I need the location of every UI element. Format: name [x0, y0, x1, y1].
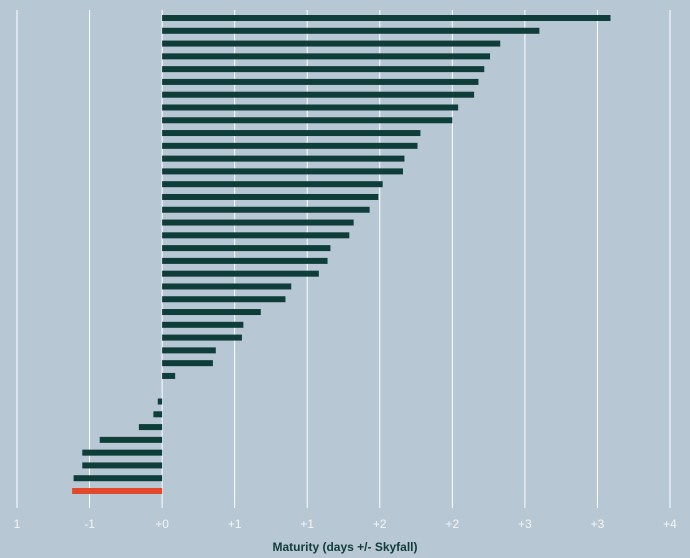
bar: [153, 411, 163, 418]
bar: [162, 270, 319, 277]
bar: [72, 488, 163, 494]
bar: [157, 398, 163, 405]
bar: [162, 104, 459, 111]
bar: [162, 257, 328, 264]
bar: [162, 155, 405, 162]
bar: [73, 475, 163, 482]
bar: [162, 296, 286, 303]
bar: [162, 117, 453, 124]
bar: [162, 193, 379, 200]
x-tick-label: +0: [155, 517, 169, 531]
bar: [162, 232, 350, 239]
bar: [162, 130, 421, 137]
bar: [162, 219, 354, 226]
bar: [162, 309, 261, 316]
x-axis-label: Maturity (days +/- Skyfall): [272, 540, 417, 554]
x-tick-label: +1: [228, 517, 242, 531]
x-tick-label: +4: [663, 517, 677, 531]
x-tick-label: +3: [518, 517, 532, 531]
bar: [162, 53, 491, 60]
x-tick-label: 1: [14, 517, 21, 531]
x-tick-label: +1: [300, 517, 314, 531]
bar: [162, 283, 292, 290]
x-tick-label: +2: [445, 517, 459, 531]
bar: [162, 142, 418, 149]
bar: [162, 372, 176, 379]
bar: [162, 15, 611, 21]
bar: [162, 206, 370, 213]
bar: [162, 321, 244, 328]
bar: [162, 27, 540, 34]
bar: [82, 462, 163, 469]
bar: [162, 78, 479, 85]
x-tick-label: +3: [591, 517, 605, 531]
bar: [162, 168, 403, 175]
bar: [82, 449, 163, 456]
bar: [162, 181, 383, 188]
bar: [162, 360, 213, 367]
x-tick-label: -1: [84, 517, 95, 531]
bar: [162, 66, 485, 73]
bar: [162, 40, 501, 47]
x-tick-label: +2: [373, 517, 387, 531]
bar: [162, 334, 242, 341]
bar: [99, 436, 163, 443]
bar: [162, 347, 216, 354]
bar: [162, 91, 475, 98]
bar: [138, 424, 163, 431]
bar: [162, 245, 331, 252]
